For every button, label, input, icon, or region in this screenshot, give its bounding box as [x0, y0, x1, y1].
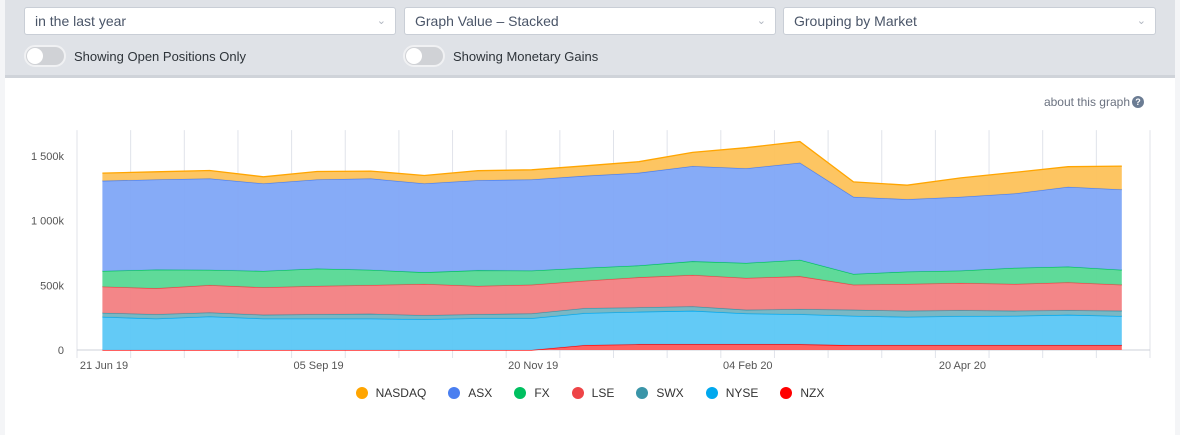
chart-legend: NASDAQ ASX FX LSE SWX NYSE NZX: [0, 386, 1180, 400]
toggle-switch[interactable]: [24, 45, 66, 67]
toggle-switch[interactable]: [403, 45, 445, 67]
y-tick-label: 500k: [40, 280, 64, 292]
x-tick-label: 21 Jun 19: [80, 360, 128, 372]
chevron-down-icon: ⌄: [756, 15, 766, 27]
toggle-label: Showing Monetary Gains: [453, 48, 599, 64]
legend-item-nyse[interactable]: NYSE: [705, 386, 759, 400]
grouping-select-value: Grouping by Market: [794, 13, 917, 29]
legend-item-fx[interactable]: FX: [514, 386, 550, 400]
x-tick-label: 20 Apr 20: [939, 360, 986, 372]
legend-marker: [636, 387, 649, 399]
y-tick-label: 1 000k: [31, 216, 65, 228]
legend-label: FX: [534, 386, 550, 400]
legend-label: SWX: [656, 386, 684, 400]
grouping-select[interactable]: Grouping by Market ⌄: [783, 7, 1156, 35]
legend-item-nzx[interactable]: NZX: [780, 386, 824, 400]
toggle-label: Showing Open Positions Only: [74, 48, 246, 64]
legend-marker: [514, 387, 527, 399]
area-swx: [102, 306, 1122, 320]
legend-item-asx[interactable]: ASX: [448, 386, 492, 400]
legend-item-swx[interactable]: SWX: [636, 386, 684, 400]
about-graph-label: about this graph: [1043, 95, 1130, 109]
question-circle-icon: ?: [1132, 96, 1144, 108]
period-select-value: in the last year: [35, 13, 127, 29]
x-tick-label: 05 Sep 19: [294, 360, 344, 372]
y-tick-label: 1 500k: [31, 151, 65, 163]
open-positions-toggle[interactable]: Showing Open Positions Only: [24, 45, 246, 67]
graph-value-select-value: Graph Value – Stacked: [415, 13, 559, 29]
area-nasdaq: [102, 141, 1122, 200]
graph-value-select[interactable]: Graph Value – Stacked ⌄: [404, 7, 776, 35]
legend-marker: [705, 387, 718, 399]
legend-label: NASDAQ: [375, 386, 427, 400]
toggle-knob: [27, 48, 43, 64]
legend-marker: [355, 387, 368, 399]
chevron-down-icon: ⌄: [376, 15, 386, 27]
line-nasdaq: [102, 140, 1122, 186]
legend-label: NYSE: [725, 386, 759, 400]
legend-label: NZX: [800, 386, 825, 400]
x-tick-label: 04 Feb 20: [723, 360, 773, 372]
area-nyse: [102, 310, 1122, 350]
y-tick-label: 0: [58, 345, 64, 357]
period-select[interactable]: in the last year ⌄: [24, 7, 396, 35]
area-fx: [102, 259, 1122, 289]
chevron-down-icon: ⌄: [1136, 15, 1146, 27]
legend-item-nasdaq[interactable]: NASDAQ: [355, 386, 427, 400]
toggle-knob: [406, 48, 422, 64]
legend-marker: [780, 387, 793, 399]
filter-panel: in the last year ⌄ Graph Value – Stacked…: [5, 0, 1175, 78]
legend-label: LSE: [591, 386, 615, 400]
legend-item-lse[interactable]: LSE: [571, 386, 615, 400]
legend-marker: [571, 387, 584, 399]
legend-label: ASX: [468, 386, 493, 400]
about-graph-link[interactable]: about this graph ?: [1044, 95, 1144, 109]
legend-marker: [448, 387, 461, 399]
monetary-gains-toggle[interactable]: Showing Monetary Gains: [403, 45, 598, 67]
area-asx: [102, 162, 1122, 274]
x-tick-label: 20 Nov 19: [508, 360, 558, 372]
